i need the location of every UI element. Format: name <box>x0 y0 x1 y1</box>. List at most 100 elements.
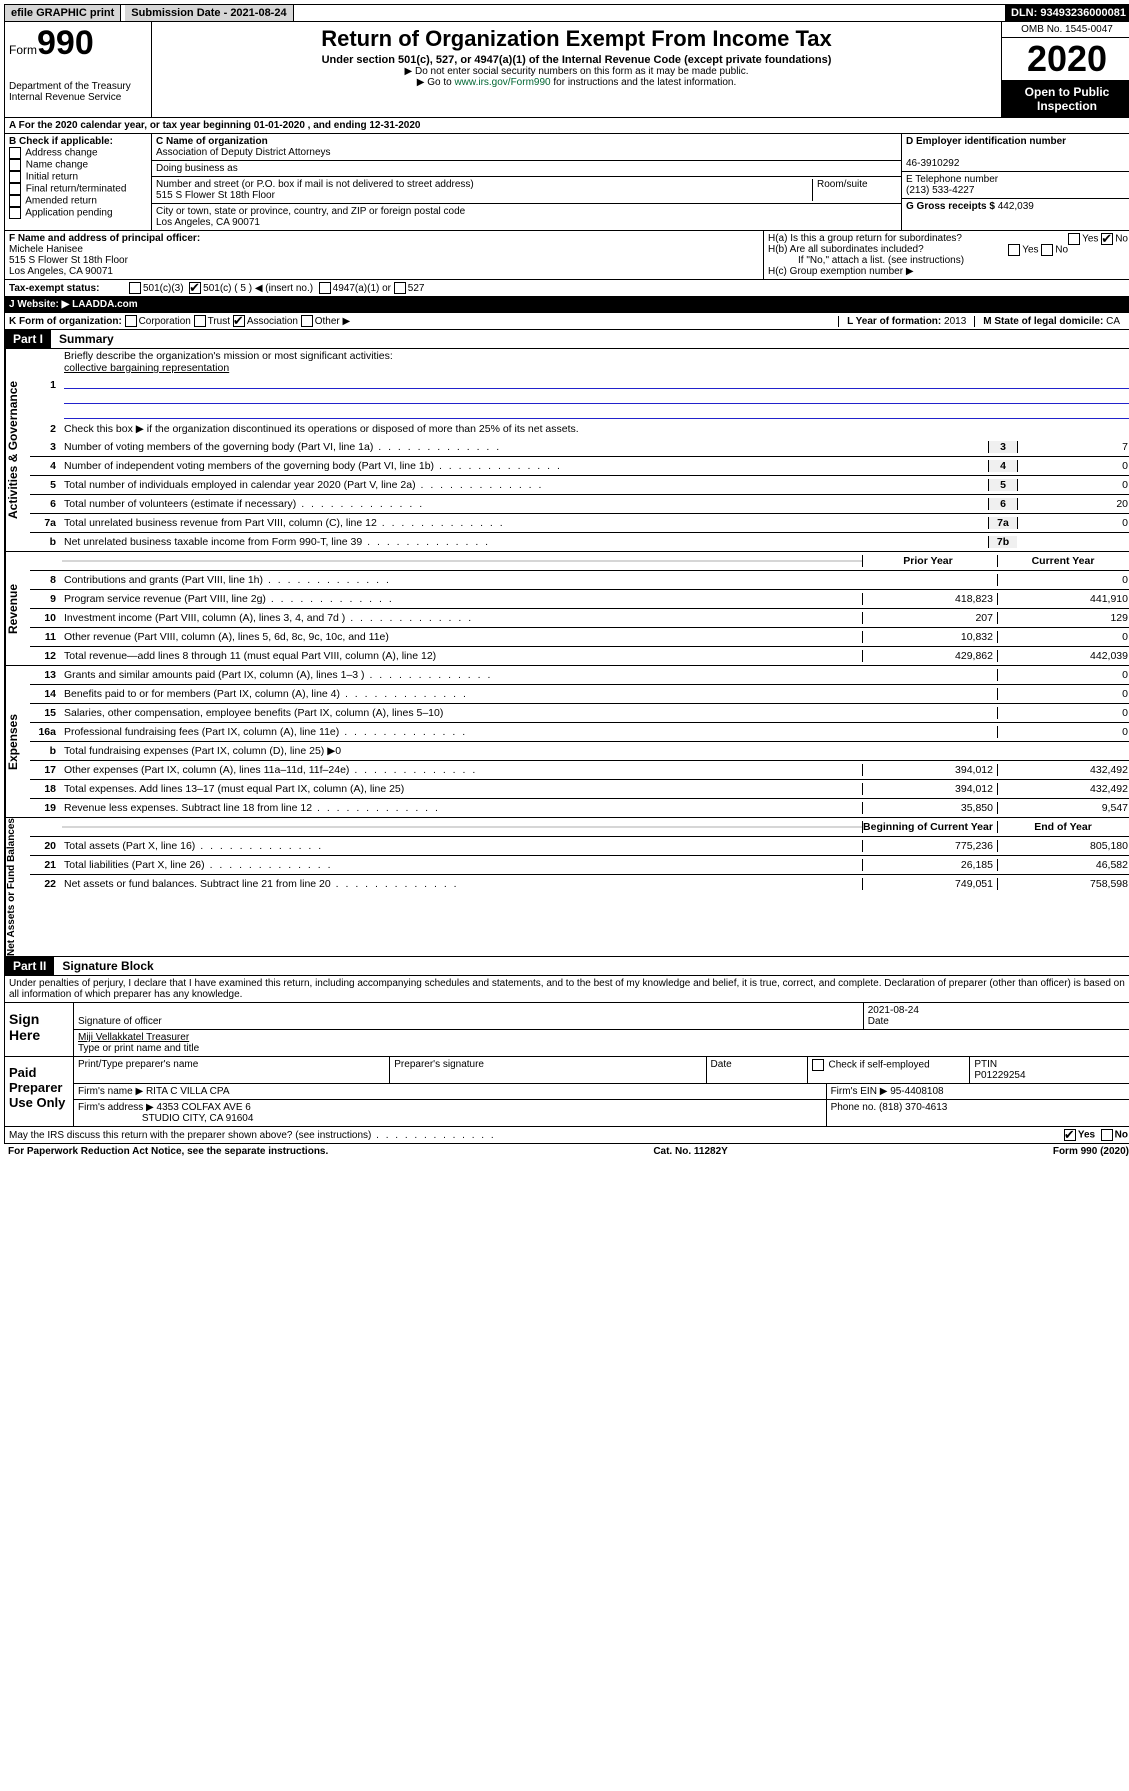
tax-year: 2020 <box>1002 38 1129 81</box>
line22-prior: 749,051 <box>862 878 997 890</box>
cb-final-return[interactable] <box>9 183 21 195</box>
cb-application[interactable] <box>9 207 21 219</box>
line20-prior: 775,236 <box>862 840 997 852</box>
box-d-e-g: D Employer identification number 46-3910… <box>901 134 1129 230</box>
cb-501c3[interactable] <box>129 282 141 294</box>
submission-date: Submission Date - 2021-08-24 <box>125 5 293 21</box>
discuss-row: May the IRS discuss this return with the… <box>4 1127 1129 1144</box>
firm-name: RITA C VILLA CPA <box>146 1086 230 1097</box>
form-title: Return of Organization Exempt From Incom… <box>156 26 997 52</box>
cb-discuss-yes[interactable] <box>1064 1129 1076 1141</box>
line17-current: 432,492 <box>997 764 1129 776</box>
line13-current: 0 <box>997 669 1129 681</box>
cb-address-change[interactable] <box>9 147 21 159</box>
officer-print-name: Miji Vellakkatel Treasurer <box>78 1032 189 1043</box>
form-id: Form 990 (2020) <box>1053 1146 1129 1157</box>
street-address: 515 S Flower St 18th Floor <box>156 190 275 201</box>
line12-current: 442,039 <box>997 650 1129 662</box>
sig-date: 2021-08-24 <box>868 1005 919 1016</box>
cb-other[interactable] <box>301 315 313 327</box>
box-k-l-m: K Form of organization: Corporation Trus… <box>4 313 1129 330</box>
year-formation: 2013 <box>944 316 966 327</box>
omb-number: OMB No. 1545-0047 <box>1002 22 1129 38</box>
side-expenses: Expenses <box>5 666 30 817</box>
line9-current: 441,910 <box>997 593 1129 605</box>
entity-area: B Check if applicable: Address change Na… <box>4 134 1129 231</box>
line4-val: 0 <box>1017 460 1129 472</box>
cb-527[interactable] <box>394 282 406 294</box>
dept-treasury: Department of the Treasury <box>9 81 147 92</box>
line22-current: 758,598 <box>997 878 1129 890</box>
line10-current: 129 <box>997 612 1129 624</box>
line9-prior: 418,823 <box>862 593 997 605</box>
paid-preparer-block: Paid Preparer Use Only Print/Type prepar… <box>4 1057 1129 1127</box>
net-assets-section: Net Assets or Fund Balances Beginning of… <box>4 818 1129 957</box>
goto-note: ▶ Go to www.irs.gov/Form990 for instruct… <box>156 77 997 88</box>
part-i-header: Part I Summary <box>4 330 1129 349</box>
firm-addr1: 4353 COLFAX AVE 6 <box>157 1102 251 1113</box>
line21-current: 46,582 <box>997 859 1129 871</box>
cb-name-change[interactable] <box>9 159 21 171</box>
efile-button[interactable]: efile GRAPHIC print <box>5 5 121 21</box>
line20-current: 805,180 <box>997 840 1129 852</box>
cb-trust[interactable] <box>194 315 206 327</box>
org-name: Association of Deputy District Attorneys <box>156 147 331 158</box>
dln: DLN: 93493236000081 <box>1005 5 1129 21</box>
irs-label: Internal Revenue Service <box>9 92 147 103</box>
top-bar: efile GRAPHIC print Submission Date - 20… <box>4 4 1129 22</box>
cb-assoc[interactable] <box>233 315 245 327</box>
side-governance: Activities & Governance <box>5 349 30 551</box>
cb-amended[interactable] <box>9 195 21 207</box>
form-number: Form990 <box>9 24 147 63</box>
officer-name: Michele Hanisee <box>9 244 83 255</box>
state-domicile: CA <box>1106 316 1120 327</box>
sign-here-label: Sign Here <box>5 1003 74 1056</box>
activities-governance: Activities & Governance 1 Briefly descri… <box>4 349 1129 552</box>
jurat: Under penalties of perjury, I declare th… <box>4 976 1129 1003</box>
line18-prior: 394,012 <box>862 783 997 795</box>
period-row: A For the 2020 calendar year, or tax yea… <box>4 118 1129 134</box>
line16a-current: 0 <box>997 726 1129 738</box>
ptin: P01229254 <box>974 1070 1025 1081</box>
line3-val: 7 <box>1017 441 1129 453</box>
form-header: Form990 Department of the Treasury Inter… <box>4 22 1129 118</box>
line21-prior: 26,185 <box>862 859 997 871</box>
mission: collective bargaining representation <box>64 362 229 374</box>
cb-ha-no[interactable] <box>1101 233 1113 245</box>
line19-current: 9,547 <box>997 802 1129 814</box>
line11-current: 0 <box>997 631 1129 643</box>
side-net-assets: Net Assets or Fund Balances <box>5 818 30 956</box>
cb-discuss-no[interactable] <box>1101 1129 1113 1141</box>
expenses-section: Expenses 13Grants and similar amounts pa… <box>4 666 1129 818</box>
line14-current: 0 <box>997 688 1129 700</box>
website[interactable]: LAADDA.com <box>72 299 138 310</box>
line5-val: 0 <box>1017 479 1129 491</box>
line19-prior: 35,850 <box>862 802 997 814</box>
firm-addr2: STUDIO CITY, CA 91604 <box>142 1113 254 1124</box>
footer: For Paperwork Reduction Act Notice, see … <box>4 1144 1129 1159</box>
ein: 46-3910292 <box>906 158 959 169</box>
cb-hb-yes[interactable] <box>1008 244 1020 256</box>
firm-phone: (818) 370-4613 <box>879 1102 947 1113</box>
cb-4947[interactable] <box>319 282 331 294</box>
line8-current: 0 <box>997 574 1129 586</box>
paid-preparer-label: Paid Preparer Use Only <box>5 1057 74 1126</box>
firm-ein: 95-4408108 <box>890 1086 943 1097</box>
cb-ha-yes[interactable] <box>1068 233 1080 245</box>
open-public: Open to Public Inspection <box>1002 81 1129 117</box>
cb-corp[interactable] <box>125 315 137 327</box>
side-revenue: Revenue <box>5 552 30 665</box>
line11-prior: 10,832 <box>862 631 997 643</box>
box-c: C Name of organization Association of De… <box>152 134 901 230</box>
sign-here-block: Sign Here Signature of officer 2021-08-2… <box>4 1003 1129 1057</box>
cb-501c[interactable] <box>189 282 201 294</box>
box-b: B Check if applicable: Address change Na… <box>5 134 152 230</box>
line18-current: 432,492 <box>997 783 1129 795</box>
line6-val: 20 <box>1017 498 1129 510</box>
part-ii-header: Part II Signature Block <box>4 957 1129 976</box>
cb-initial-return[interactable] <box>9 171 21 183</box>
cb-hb-no[interactable] <box>1041 244 1053 256</box>
form990-link[interactable]: www.irs.gov/Form990 <box>454 77 550 88</box>
box-j: J Website: ▶ LAADDA.com <box>4 297 1129 313</box>
cb-self-employed[interactable] <box>812 1059 824 1071</box>
